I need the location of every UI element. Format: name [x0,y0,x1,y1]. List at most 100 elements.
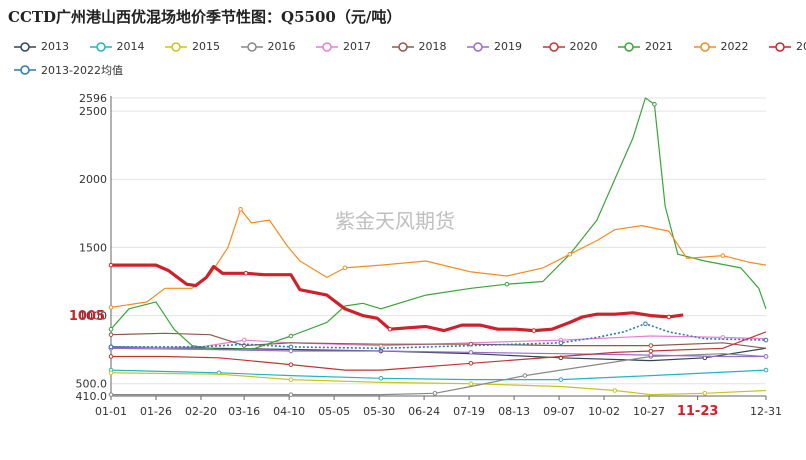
x-tick-label: 10-27 [633,405,665,418]
x-tick-label: 08-13 [498,405,530,418]
legend-swatch-icon [89,41,112,52]
legend-swatch-marker [95,41,106,52]
legend-swatch-marker [548,41,559,52]
series-point [666,314,672,320]
legend-item[interactable]: 2021 [618,40,673,53]
series-point [288,392,294,397]
x-tick-label: 03-16 [228,405,260,418]
legend-swatch-icon [391,41,414,52]
series-line-2021 [110,97,767,351]
series-point [108,262,114,268]
legend-label: 2022 [720,40,749,53]
legend-item[interactable]: 2019 [467,40,522,53]
series-point [378,375,384,381]
series-line-2013-2022均值 [111,322,767,350]
series-point [558,377,564,382]
legend-label: 2017 [343,40,371,53]
legend-swatch-icon [542,41,565,52]
legend-swatch-marker [20,41,30,52]
legend-swatch-marker [20,65,30,75]
series-point [648,343,654,348]
y-tick-label: 2596 [79,92,107,105]
legend-item[interactable]: 2013-2022均值 [14,62,123,78]
legend-item[interactable]: 2016 [240,40,296,53]
legend-swatch-icon [693,41,716,52]
legend-item[interactable]: 2020 [542,40,598,53]
series-point [522,373,528,378]
series-point [108,332,114,337]
watermark: 紫金天风期货 [335,209,455,233]
series-point [288,344,294,350]
series-point [648,348,654,354]
x-tick-label: 06-24 [408,405,440,418]
x-tick-label: 09-07 [543,405,575,418]
series-line-2014 [110,369,767,381]
series-point [108,326,114,332]
x-tick-label: 01-26 [140,405,172,418]
legend-label: 2014 [116,40,145,53]
legend-label: 2023 [796,40,806,53]
series-point [108,354,114,359]
series-point [387,326,393,332]
series-point [720,253,726,258]
legend-label: 2016 [267,40,296,53]
legend-swatch-icon [14,65,36,75]
x-tick-label: 12-31 [750,405,782,418]
legend-item[interactable]: 2013 [14,40,69,53]
series-line-2015 [110,372,767,396]
x-tick-label: 04-10 [273,405,305,418]
series-point [643,321,648,327]
legend-item[interactable]: 2014 [89,40,145,53]
series-point [108,344,114,350]
series-point [288,362,294,367]
legend-label: 2013 [41,40,69,53]
y-tick-label: 410.0 [76,390,108,403]
legend-swatch-icon [769,41,791,52]
series-point [702,390,708,396]
series-point [558,340,564,346]
legend-item[interactable]: 2022 [693,40,749,53]
series-line-2020 [111,331,767,371]
legend-swatch-icon [618,41,640,52]
series-point [763,367,769,373]
legend-item[interactable]: 2015 [165,40,220,53]
series-point [468,360,474,366]
legend-label: 2015 [192,40,220,53]
legend-swatch-icon [14,41,36,52]
x-tick-label: 01-01 [95,405,127,418]
legend-swatch-marker [171,41,181,52]
series-point [648,352,654,358]
legend-item[interactable]: 2023 [769,40,806,53]
legend-swatch-marker [322,41,332,52]
x-tick-label: 07-19 [453,405,485,418]
series-point [238,206,243,212]
series-point [108,392,114,397]
series-point [612,388,618,393]
legend-label: 2018 [418,40,447,53]
series-point [468,350,474,355]
x-tick-label: 05-30 [363,405,395,418]
series-line-2022 [110,208,767,308]
series-line-2017 [110,335,767,349]
series-point [108,370,114,376]
series-point [504,281,510,287]
series-point [468,381,474,387]
series-point [243,271,249,276]
series-point [652,101,657,107]
series-line-2019 [110,347,766,358]
legend-label: 2013-2022均值 [41,64,123,77]
legend-item[interactable]: 2018 [391,40,447,53]
legend-swatch-icon [240,41,263,52]
y-tick-label: 500.0 [76,378,108,391]
y-tick-label: 1500 [79,241,107,254]
series-point [288,333,294,339]
series-point [432,390,438,396]
x-tick-label: 11-23 [677,404,719,419]
legend-swatch-marker [397,41,408,52]
series-line-2013 [110,346,767,362]
legend-swatch-marker [699,41,710,52]
legend-item[interactable]: 2017 [316,40,371,53]
chart-title: CCTD广州港山西优混场地价季节性图：Q5500（元/吨） [8,8,402,26]
series-point [531,328,537,333]
series-point [342,265,348,271]
